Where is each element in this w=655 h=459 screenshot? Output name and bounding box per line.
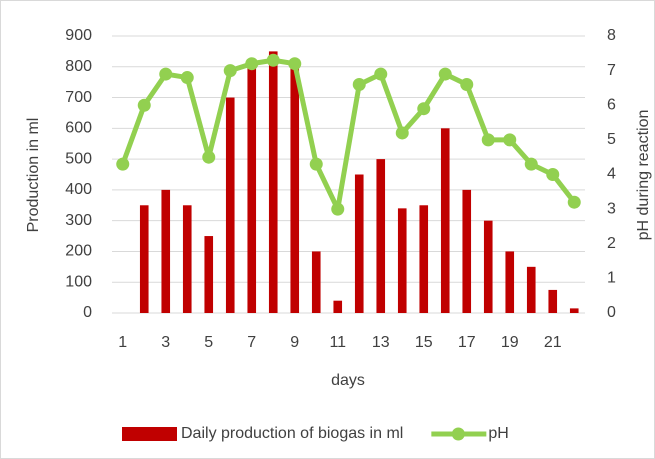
line-marker [417, 102, 431, 116]
x-tick-label: 13 [372, 334, 390, 351]
line-marker [460, 77, 474, 91]
bar [483, 220, 493, 313]
line-marker [180, 71, 194, 85]
bar [440, 128, 450, 313]
y-tick-label: 800 [65, 58, 92, 75]
y2-tick-label: 4 [607, 166, 616, 183]
line-marker [309, 157, 323, 171]
y2-tick-label: 0 [607, 304, 616, 321]
bar [354, 174, 364, 313]
bar [290, 66, 300, 314]
y-tick-label: 700 [65, 89, 92, 106]
bar [204, 236, 214, 313]
y-tick-label: 400 [65, 181, 92, 198]
line-marker [137, 98, 151, 112]
bar [569, 308, 579, 313]
bar [139, 205, 149, 313]
y-tick-label: 900 [65, 27, 92, 44]
line-marker [438, 67, 452, 81]
y2-tick-label: 7 [607, 62, 616, 79]
bar [333, 300, 343, 313]
x-tick-label: 21 [544, 334, 562, 351]
line [120, 57, 577, 212]
bar [161, 189, 171, 313]
bar [505, 251, 515, 313]
line-marker [503, 133, 517, 147]
x-tick-label: 1 [118, 334, 127, 351]
y2-tick-label: 1 [607, 270, 616, 287]
x-tick-label: 9 [290, 334, 299, 351]
legend-label: Daily production of biogas in ml [181, 425, 403, 442]
bar [397, 208, 407, 313]
x-tick-label: 11 [329, 334, 346, 351]
y2-tick-label: 5 [607, 131, 616, 148]
y-tick-label: 0 [83, 304, 92, 321]
x-tick-label: 19 [501, 334, 519, 351]
line-marker [202, 150, 216, 164]
x-tick-label: 7 [247, 334, 256, 351]
line-marker [116, 157, 130, 171]
bar [268, 51, 278, 314]
bar [311, 251, 321, 313]
bar [419, 205, 429, 313]
y2-tick-label: 8 [607, 27, 616, 44]
y-axis-title: Production in ml [25, 118, 42, 233]
line-marker [395, 126, 409, 140]
legend-swatch [451, 427, 465, 441]
line-marker [524, 157, 538, 171]
line-marker [481, 133, 495, 147]
bar [548, 289, 558, 313]
y2-axis-title: pH during reaction [635, 110, 652, 241]
line-marker [245, 57, 259, 71]
x-tick-label: 17 [458, 334, 476, 351]
y-tick-label: 100 [65, 273, 92, 290]
y2-tick-label: 3 [607, 200, 616, 217]
x-tick-label: 3 [161, 334, 170, 351]
line-marker [288, 57, 302, 71]
line-marker [352, 77, 366, 91]
line-marker [567, 195, 581, 209]
y2-tick-label: 6 [607, 96, 616, 113]
legend-swatch [122, 427, 177, 441]
bar [462, 189, 472, 313]
bar [182, 205, 192, 313]
bar [526, 266, 536, 313]
x-tick-label: 5 [204, 334, 213, 351]
line-marker [159, 67, 173, 81]
x-axis-title: days [331, 372, 365, 389]
x-tick-label: 15 [415, 334, 433, 351]
bar [247, 66, 257, 314]
y-tick-label: 600 [65, 120, 92, 137]
line-marker [266, 53, 280, 67]
line-marker [546, 168, 560, 181]
y-tick-label: 300 [65, 212, 92, 229]
y2-tick-label: 2 [607, 235, 616, 252]
bar [225, 97, 235, 313]
bar [376, 159, 386, 313]
legend-label: pH [488, 425, 508, 442]
line-marker [331, 202, 345, 216]
y-tick-label: 200 [65, 243, 92, 260]
y-tick-label: 500 [65, 150, 92, 167]
line-marker [374, 67, 388, 81]
line-marker [223, 64, 237, 78]
